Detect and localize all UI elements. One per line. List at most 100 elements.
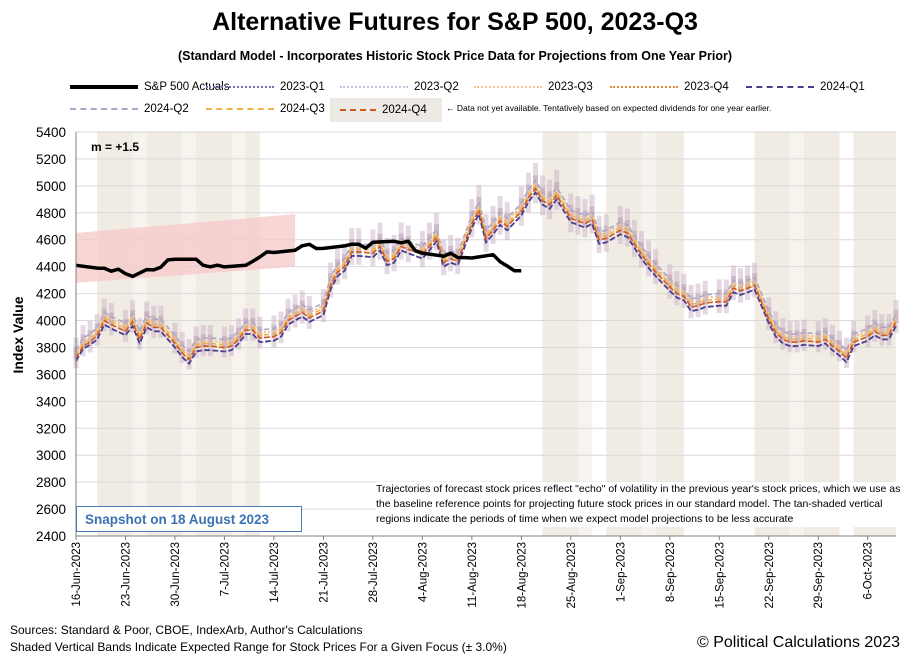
legend-actuals-label: S&P 500 Actuals [144, 81, 230, 93]
x-tick-label: 6-Oct-2023 [863, 542, 875, 600]
y-tick-label: 2600 [36, 502, 66, 517]
range-bar [426, 222, 432, 260]
axes [75, 132, 896, 540]
x-tick-label: 29-Sep-2023 [813, 542, 825, 609]
legend-2023-q3-label: 2023-Q3 [548, 81, 593, 93]
forecast-series [75, 179, 897, 366]
footer-bands-line: Shaded Vertical Bands Indicate Expected … [10, 640, 507, 654]
range-bar [893, 300, 899, 333]
legend-2024-q3-label: 2024-Q3 [280, 103, 325, 115]
legend-actuals-swatch [70, 85, 138, 89]
tan-band [606, 132, 684, 536]
range-bar-core [865, 324, 871, 338]
range-bar-core [335, 259, 341, 274]
x-tick-label: 28-Jul-2023 [368, 542, 380, 603]
range-bar-core [844, 346, 850, 359]
range-bar [419, 230, 425, 268]
range-bar [243, 308, 249, 341]
range-bar-core [207, 334, 213, 347]
range-bar-core [158, 315, 164, 329]
actuals-series [75, 239, 522, 279]
x-tick-label: 1-Sep-2023 [615, 542, 627, 602]
y-tick-label: 3400 [36, 394, 66, 409]
legend-2024-q2-swatch [70, 108, 138, 110]
legend-2023-q1: 2023-Q1 [206, 76, 325, 98]
x-tick-label: 15-Sep-2023 [714, 542, 726, 609]
x-tick-label: 23-Jun-2023 [120, 542, 132, 607]
x-tick-label: 21-Jul-2023 [318, 542, 330, 603]
y-tick-label: 4400 [36, 260, 66, 275]
range-bar-core [589, 206, 595, 222]
range-bar-core [723, 289, 729, 304]
y-tick-label: 4600 [36, 233, 66, 248]
range-bar [349, 228, 355, 265]
range-bar [639, 230, 645, 268]
legend-2024-q4-swatch [340, 109, 376, 111]
range-bar-core [349, 239, 355, 254]
range-bar [384, 237, 390, 274]
range-bar [532, 162, 538, 204]
range-bar-core [236, 327, 242, 341]
range-bar-core [356, 239, 362, 254]
range-bar [87, 321, 93, 353]
range-bar [681, 273, 687, 308]
range-bar-core [688, 294, 694, 309]
x-tick-labels: 16-Jun-2023 23-Jun-2023 30-Jun-2023 7-Jul-2… [71, 542, 875, 609]
y-tick-label: 4800 [36, 206, 66, 221]
footer-copyright: © Political Calculations 2023 [696, 634, 900, 651]
range-bar [356, 228, 362, 265]
legend-2024-q1: 2024-Q1 [746, 76, 865, 98]
legend-2024-q3: 2024-Q3 [206, 98, 325, 120]
legend-2024-q4-label: 2024-Q4 [382, 104, 427, 116]
y-tick-label: 3000 [36, 448, 66, 463]
range-bar-core [243, 318, 249, 331]
range-bar [137, 318, 143, 350]
x-tick-label: 22-Sep-2023 [764, 542, 776, 609]
range-bar-core [532, 175, 538, 192]
legend-2024-q1-swatch [746, 86, 814, 88]
annotation-note: Trajectories of forecast stock prices re… [376, 482, 902, 527]
legend-2024-q2-label: 2024-Q2 [144, 103, 189, 115]
range-bar [158, 305, 164, 338]
range-bar-core [639, 241, 645, 257]
series-line-2024-q1 [75, 190, 897, 366]
range-bar-core [384, 248, 390, 264]
footer-sources: Sources: Standard & Poor, CBOE, IndexArb… [10, 622, 507, 656]
range-bar [787, 321, 793, 353]
range-bar-core [780, 327, 786, 341]
x-tick-label: 14-Jul-2023 [269, 542, 281, 603]
range-bar-core [730, 275, 736, 290]
range-bar [780, 318, 786, 350]
legend-2023-q4-swatch [610, 86, 678, 88]
range-bar-core [426, 233, 432, 249]
legend-2024-q2: 2024-Q2 [70, 98, 189, 120]
range-bar [737, 268, 743, 303]
range-bar [207, 325, 213, 357]
range-bar-core [582, 210, 588, 226]
range-bar-core [787, 330, 793, 343]
range-bar-core [886, 323, 892, 337]
chart-subtitle: (Standard Model - Incorporates Historic … [177, 49, 733, 63]
range-bar [695, 283, 701, 318]
x-tick-label: 25-Aug-2023 [566, 542, 578, 609]
footer-sources-line: Sources: Standard & Poor, CBOE, IndexArb… [10, 623, 363, 637]
range-bar [236, 318, 242, 350]
legend-2023-q4: 2023-Q4 [610, 76, 729, 98]
range-bar-core [419, 241, 425, 257]
range-bar [886, 314, 892, 346]
range-bar [80, 325, 86, 357]
x-tick-label: 16-Jun-2023 [71, 542, 83, 607]
y-tick-label: 5000 [36, 179, 66, 194]
x-tick-label: 4-Aug-2023 [417, 542, 429, 602]
range-bar [822, 318, 828, 350]
snapshot-box: Snapshot on 18 August 2023 [76, 506, 302, 532]
legend-2024-q4: 2024-Q4 [330, 98, 442, 122]
legend-2023-q2: 2023-Q2 [340, 76, 459, 98]
range-bar-core [695, 293, 701, 308]
range-bar [815, 321, 821, 353]
range-bar-core [681, 284, 687, 298]
range-bar [674, 271, 680, 306]
series-line-2024-q4 [75, 187, 897, 361]
range-bar-core [278, 320, 284, 334]
